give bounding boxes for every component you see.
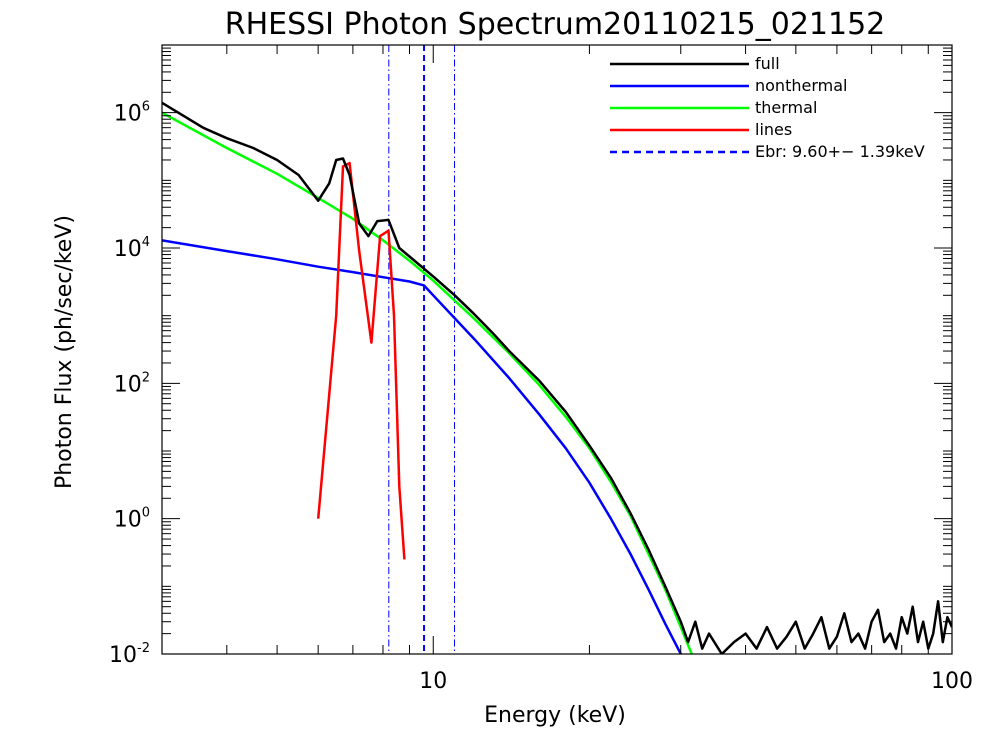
series-line-1 [162, 239, 682, 654]
plot-frame [161, 44, 953, 655]
y-tick-label: 10-2 [109, 641, 150, 668]
legend-label-1: nonthermal [755, 76, 847, 95]
series-line-0 [162, 111, 693, 654]
x-tick-label: 10 [419, 669, 447, 694]
series-line-3 [162, 101, 952, 654]
x-axis-label: Energy (keV) [484, 703, 626, 728]
y-tick-label: 104 [114, 235, 150, 262]
y-axis-label: Photon Flux (ph/sec/keV) [52, 215, 77, 489]
y-tick-label: 100 [114, 506, 150, 533]
chart-title: RHESSI Photon Spectrum20110215_021152 [225, 7, 886, 42]
legend-label-2: thermal [755, 98, 817, 117]
legend: full nonthermal thermal lines Ebr: 9.60+− 1.… [610, 54, 925, 161]
legend-label-0: full [755, 54, 780, 73]
x-axis-ticks: 10 100 [161, 45, 973, 694]
legend-label-4: Ebr: 9.60+− 1.39keV [755, 142, 925, 161]
series-line-2 [316, 161, 406, 560]
series-group [162, 101, 952, 654]
x-tick-label: 100 [931, 669, 973, 694]
y-axis-ticks: 10-2 100 102 104 106 [109, 47, 952, 668]
legend-label-3: lines [755, 120, 792, 139]
vertical-lines [388, 45, 456, 654]
y-tick-label: 106 [114, 100, 150, 127]
y-tick-label: 102 [114, 370, 150, 397]
